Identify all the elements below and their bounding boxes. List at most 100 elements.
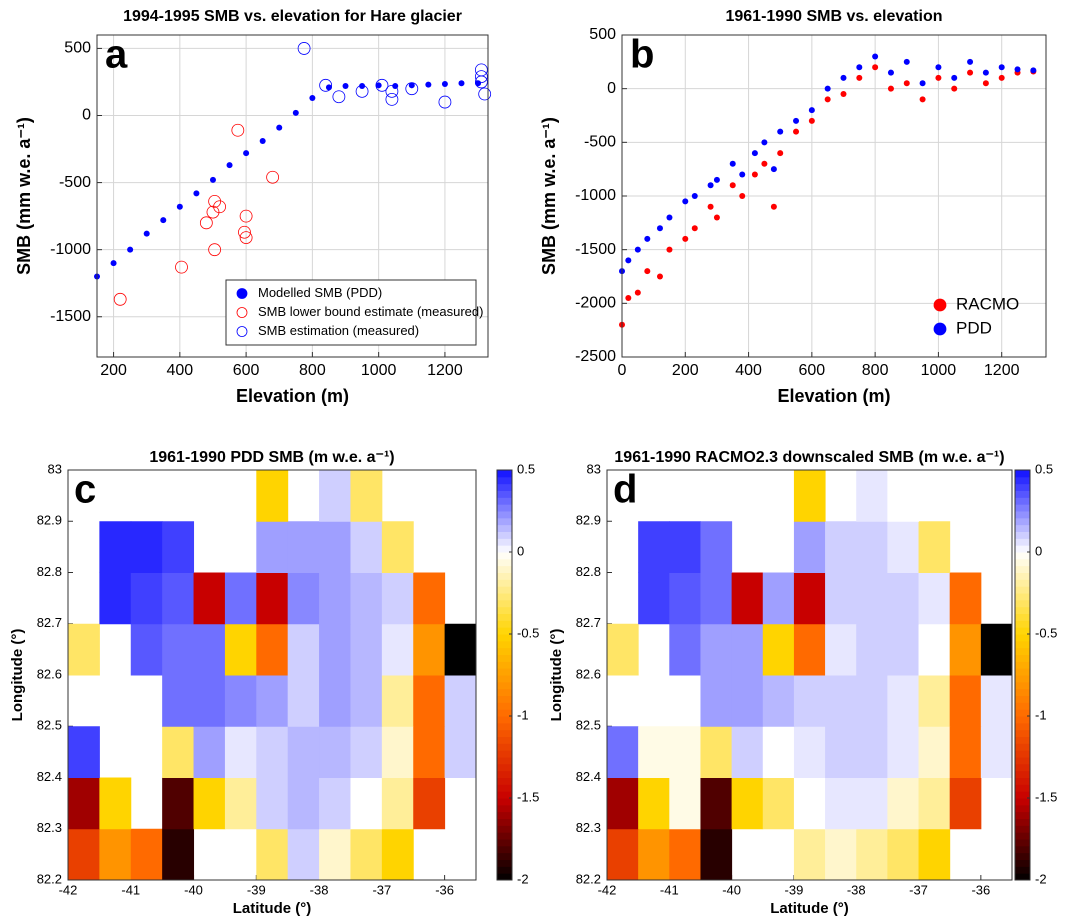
y-tick-label: 82.5 [576, 718, 601, 733]
y-axis-label: Longitude (°) [9, 629, 26, 722]
y-tick-label: -1500 [575, 241, 616, 258]
panel-label: c [74, 468, 96, 512]
data-point [208, 194, 222, 208]
map-cell [68, 623, 100, 676]
axes-frame [621, 34, 1047, 358]
colorbar-segment [1015, 476, 1030, 485]
colorbar-segment [1015, 661, 1030, 669]
colorbar-segment [497, 681, 512, 690]
map-cell [99, 828, 132, 881]
y-tick-label: -1000 [575, 187, 616, 204]
x-tick-label: 1000 [361, 362, 397, 379]
y-tick-label: 500 [589, 26, 616, 43]
colorbar-segment [497, 791, 512, 799]
colorbar-segment [1015, 873, 1030, 881]
colorbar-segment [1015, 784, 1030, 792]
map-cell [762, 623, 795, 676]
colorbar-segment [1015, 538, 1030, 546]
data-point [213, 200, 227, 214]
map-cell [319, 828, 351, 881]
map-cell [793, 828, 826, 881]
legend-label: RACMO [956, 294, 1019, 313]
colorbar-segment [497, 517, 512, 526]
x-tick-label: -37 [372, 882, 391, 897]
legend-marker [933, 298, 947, 312]
map-cell [319, 726, 351, 778]
data-point [707, 203, 714, 210]
x-tick-label: -39 [785, 882, 804, 897]
x-axis-label: Latitude (°) [233, 900, 312, 917]
colorbar-segment [1015, 558, 1030, 567]
colorbar-segment [1015, 497, 1030, 505]
data-point [238, 225, 251, 239]
chart-title: 1961-1990 SMB vs. elevation [725, 8, 942, 25]
data-point [243, 150, 250, 157]
data-point [332, 90, 346, 104]
map-cell [68, 828, 100, 881]
map-cell [193, 726, 226, 778]
x-tick-label: 200 [100, 362, 127, 379]
x-tick-label: -38 [847, 882, 866, 897]
x-tick-label: 1200 [427, 362, 463, 379]
data-point [160, 217, 167, 224]
colorbar-tick-label: -1 [1035, 707, 1047, 722]
map-cell [256, 572, 289, 625]
map-cell [731, 726, 764, 778]
colorbar-segment [497, 620, 512, 628]
data-point [634, 289, 641, 296]
colorbar-segment [1015, 517, 1030, 526]
colorbar-segment [1015, 818, 1030, 826]
map-cell [949, 623, 982, 676]
map-cell [669, 572, 701, 625]
data-point [982, 80, 989, 87]
colorbar-segment [497, 873, 512, 881]
data-point [226, 162, 233, 169]
data-point [625, 294, 632, 301]
map-cell [607, 828, 639, 881]
data-point [266, 170, 280, 184]
map-cell [444, 726, 477, 778]
map-cell [793, 470, 826, 522]
data-point [297, 42, 311, 55]
colorbar-segment [1015, 729, 1030, 737]
map-cell [162, 572, 195, 625]
map-cell [825, 726, 857, 778]
x-tick-label: 600 [798, 362, 825, 379]
data-point [840, 91, 847, 98]
data-point [751, 150, 758, 157]
colorbar-segment [1015, 681, 1030, 690]
map-cell [887, 777, 920, 830]
colorbar-segment [497, 558, 512, 567]
data-point [887, 85, 894, 92]
data-point [175, 260, 188, 274]
colorbar-segment [497, 579, 512, 587]
colorbar-segment [1015, 702, 1030, 710]
map-cell [413, 726, 446, 778]
data-point [656, 273, 663, 280]
colorbar-segment [497, 688, 512, 696]
data-point [206, 205, 220, 219]
colorbar-segment [1015, 798, 1030, 806]
map-cell [669, 828, 701, 881]
colorbar-frame [1014, 469, 1031, 881]
colorbar-segment [497, 777, 512, 785]
data-point [777, 128, 784, 135]
map-cell [381, 675, 414, 727]
map-cell [918, 726, 951, 778]
colorbar-segment [497, 647, 512, 655]
colorbar-segment [497, 640, 512, 649]
data-point [276, 124, 283, 131]
colorbar-segment [1015, 839, 1030, 847]
colorbar-segment [1015, 647, 1030, 655]
data-point [475, 80, 482, 87]
data-point [872, 53, 879, 60]
data-point [355, 84, 369, 98]
map-cell [731, 675, 764, 727]
colorbar-segment [497, 476, 512, 485]
data-point [729, 160, 736, 167]
data-point [856, 64, 863, 71]
data-point [385, 84, 399, 98]
colorbar-segment [497, 675, 512, 683]
data-point [967, 69, 974, 76]
map-cell [700, 726, 733, 778]
